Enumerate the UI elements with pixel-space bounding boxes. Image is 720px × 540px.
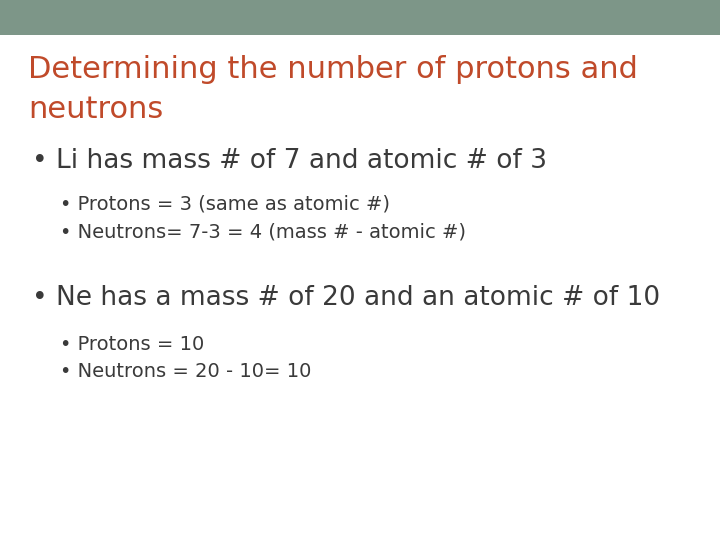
Text: • Neutrons = 20 - 10= 10: • Neutrons = 20 - 10= 10 (60, 362, 311, 381)
Text: • Ne has a mass # of 20 and an atomic # of 10: • Ne has a mass # of 20 and an atomic # … (32, 285, 660, 311)
Text: Determining the number of protons and: Determining the number of protons and (28, 55, 638, 84)
Text: • Neutrons= 7-3 = 4 (mass # - atomic #): • Neutrons= 7-3 = 4 (mass # - atomic #) (60, 222, 466, 241)
Text: neutrons: neutrons (28, 95, 163, 124)
Text: • Protons = 10: • Protons = 10 (60, 335, 204, 354)
Text: • Li has mass # of 7 and atomic # of 3: • Li has mass # of 7 and atomic # of 3 (32, 148, 547, 174)
Bar (0, 0, 720, 35)
Text: • Protons = 3 (same as atomic #): • Protons = 3 (same as atomic #) (60, 195, 390, 214)
